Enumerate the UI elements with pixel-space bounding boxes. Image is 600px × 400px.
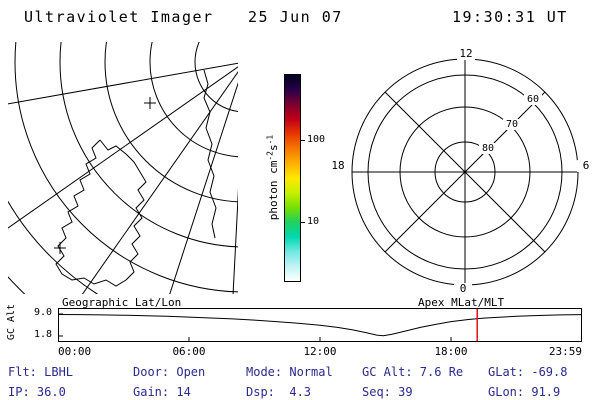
orbit-altitude-strip-chart xyxy=(58,308,582,342)
coastline-antarctica xyxy=(55,139,147,287)
status-column-mode: Mode: Normal Dsp: 4.3 xyxy=(246,362,333,400)
ytick-1-8: 1.8 xyxy=(33,329,52,340)
colorbar-tick-100: 100 xyxy=(307,134,326,145)
orbit-altitude-curve xyxy=(58,314,582,337)
unit-exponent-1: -2 xyxy=(265,151,275,161)
status-column-glat: GLat: -69.8 GLon: 91.9 xyxy=(488,362,567,400)
xtick-1200: 12:00 xyxy=(303,345,337,358)
unit-mid: s xyxy=(267,144,281,152)
status-flt: Flt: LBHL xyxy=(8,365,74,379)
mlt-label-18: 18 xyxy=(329,160,347,172)
ytick-9: 9.0 xyxy=(33,307,52,318)
strip-chart-ticks xyxy=(58,313,452,341)
colorbar-unit-label: photon cm-2s-1 xyxy=(265,103,281,253)
colorbar-gradient xyxy=(284,74,301,282)
xtick-2359: 23:59 xyxy=(548,345,582,358)
xtick-0600: 06:00 xyxy=(172,345,206,358)
app-title: Ultraviolet Imager xyxy=(24,8,214,26)
strip-chart-ylabel: GC Alt xyxy=(6,303,17,341)
mlt-spokes xyxy=(352,59,578,285)
coastline-east xyxy=(203,69,217,239)
colorbar-tick-100-mark xyxy=(301,140,305,141)
latitude-arcs xyxy=(8,42,238,294)
mlt-label-0: 0 xyxy=(454,283,472,295)
status-mode: Mode: Normal xyxy=(246,365,333,379)
mlat-label-70: 70 xyxy=(503,119,521,130)
status-dsp: Dsp: 4.3 xyxy=(246,385,312,399)
status-column-gcalt: GC Alt: 7.6 Re Seq: 39 xyxy=(362,362,463,400)
apex-panel-title: Apex MLat/MLT xyxy=(418,296,505,309)
status-column-door: Door: Open Gain: 14 xyxy=(133,362,205,400)
colorbar-tick-10-mark xyxy=(301,222,305,223)
mlat-label-80: 80 xyxy=(479,143,497,154)
mlat-label-60: 60 xyxy=(524,94,542,105)
status-glat: GLat: -69.8 xyxy=(488,365,568,379)
mlt-label-6: 6 xyxy=(577,160,595,172)
strip-chart-frame xyxy=(58,308,582,342)
footprint-marker xyxy=(54,97,156,254)
geographic-map-panel xyxy=(8,42,238,294)
status-ip: IP: 36.0 xyxy=(8,385,66,399)
time-label: 19:30:31 UT xyxy=(452,8,568,26)
status-column-flt: Flt: LBHL IP: 36.0 xyxy=(8,362,73,400)
date-label: 25 Jun 07 xyxy=(248,8,343,26)
unit-exponent-2: -1 xyxy=(265,134,275,145)
colorbar-tick-10: 10 xyxy=(307,216,320,227)
status-gain: Gain: 14 xyxy=(133,385,191,399)
unit-prefix: photon cm xyxy=(267,160,281,221)
map-panel-title: Geographic Lat/Lon xyxy=(62,296,182,309)
xtick-1800: 18:00 xyxy=(434,345,468,358)
apex-polar-plot xyxy=(351,58,579,286)
status-seq: Seq: 39 xyxy=(362,385,413,399)
status-glon: GLon: 91.9 xyxy=(488,385,561,399)
xtick-0000: 00:00 xyxy=(58,345,92,358)
meridian-lines xyxy=(8,62,238,294)
status-door: Door: Open xyxy=(133,365,206,379)
mlt-label-12: 12 xyxy=(457,48,475,60)
status-gc-alt: GC Alt: 7.6 Re xyxy=(362,365,464,379)
